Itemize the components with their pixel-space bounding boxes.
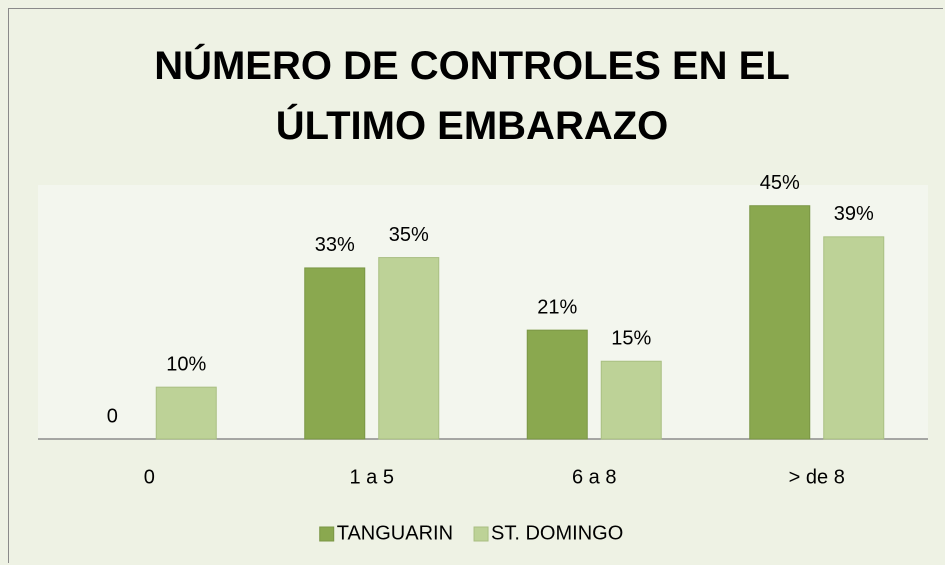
x-tick-label: 6 a 8 — [572, 466, 616, 488]
data-label: 21% — [537, 296, 577, 318]
legend-label: ST. DOMINGO — [491, 522, 623, 544]
chart-title: NÚMERO DE CONTROLES EN EL ÚLTIMO EMBARAZ… — [154, 44, 790, 148]
legend-swatch — [319, 526, 335, 542]
bar — [600, 360, 662, 440]
data-label: 35% — [389, 224, 429, 246]
data-label: 10% — [166, 353, 206, 375]
x-tick-label: > de 8 — [789, 466, 845, 488]
data-label: 39% — [834, 203, 874, 225]
data-label: 0 — [107, 405, 118, 427]
x-tick-label: 0 — [144, 466, 155, 488]
legend-swatch — [473, 526, 489, 542]
bar — [378, 257, 440, 440]
data-label: 45% — [760, 172, 800, 194]
x-tick-label: 1 a 5 — [350, 466, 394, 488]
bar — [526, 329, 588, 440]
bar — [749, 205, 811, 440]
bar — [823, 236, 885, 440]
data-label: 15% — [611, 328, 651, 350]
bar — [155, 386, 217, 440]
data-label: 33% — [315, 234, 355, 256]
chart-frame — [8, 8, 943, 563]
legend-label: TANGUARIN — [337, 522, 453, 544]
bar — [304, 267, 366, 440]
